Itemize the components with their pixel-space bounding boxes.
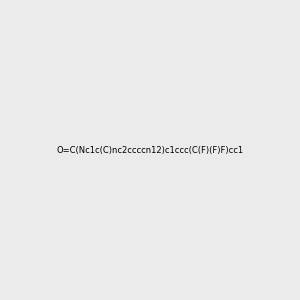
Text: O=C(Nc1c(C)nc2ccccn12)c1ccc(C(F)(F)F)cc1: O=C(Nc1c(C)nc2ccccn12)c1ccc(C(F)(F)F)cc1 bbox=[56, 146, 244, 154]
